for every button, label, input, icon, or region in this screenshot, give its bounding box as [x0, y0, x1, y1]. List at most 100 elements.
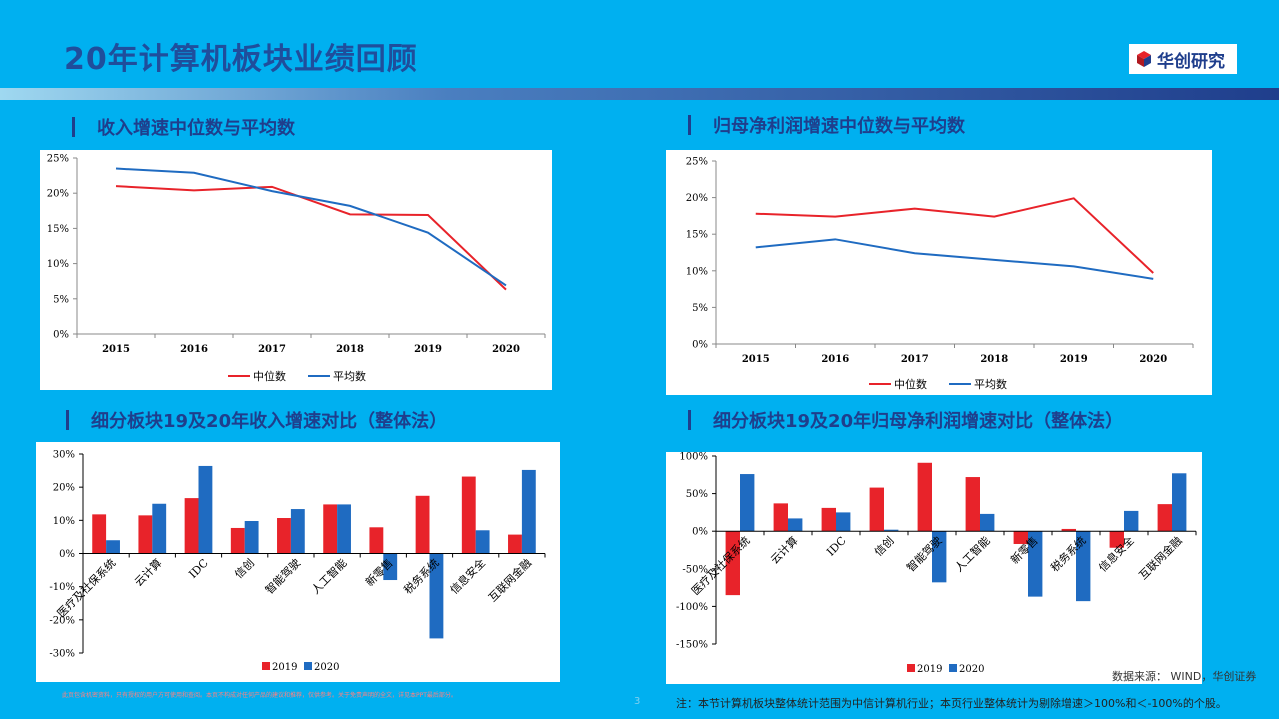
legend-label: 中位数 — [894, 377, 927, 391]
y-tick-label: 50% — [686, 489, 708, 500]
data-source: 数据来源： WIND，华创证券 — [1112, 670, 1257, 683]
legend-swatch — [304, 662, 312, 670]
bar-2019-7 — [1061, 528, 1076, 532]
bar-2020-9 — [1172, 473, 1187, 532]
x-tick-label: 云计算 — [767, 533, 800, 566]
x-tick-label: 2016 — [821, 354, 849, 365]
bar-2019-5 — [323, 504, 338, 554]
bar-2019-6 — [1013, 531, 1028, 544]
y-tick-label: 100% — [679, 452, 708, 463]
bar-2020-7 — [1076, 531, 1091, 602]
bar-2019-9 — [508, 534, 522, 554]
brand-logo: 华创研究 — [1129, 44, 1237, 74]
bar-2019-2 — [821, 507, 836, 532]
bar-2019-7 — [415, 495, 430, 554]
y-tick-label: 20% — [53, 483, 75, 494]
legend-label: 2020 — [959, 664, 984, 675]
x-tick-label: 云计算 — [131, 556, 164, 589]
bar-2020-6 — [383, 553, 398, 581]
chart-revenue-bars: -30% -20% -10% 0% 10% 20% 30% 医疗及社保系统 云计算 IDC 信创 智能… — [36, 442, 560, 682]
y-tick-label: 15% — [686, 230, 708, 241]
bar-2020-0 — [740, 474, 755, 532]
bar-2019-3 — [869, 487, 884, 532]
y-tick-label: 10% — [47, 259, 69, 270]
bar-2020-6 — [1028, 531, 1043, 597]
x-tick-label: 2019 — [1060, 354, 1088, 365]
chart-revenue-line: 0% 5% 10% 15% 20% 25% 2015 2016 2017 2018 2019 2020… — [40, 150, 552, 390]
bar-2019-4 — [917, 462, 932, 532]
x-tick-label: 人工智能 — [952, 533, 993, 574]
section-title: 细分板块19及20年归母净利润增速对比（整体法） — [713, 411, 1124, 432]
x-tick-label: IDC — [186, 556, 210, 580]
logo-cube-icon — [1137, 51, 1151, 67]
y-tick-label: 10% — [686, 266, 708, 277]
chart-svg: -30%-20%-10%0%10%20%30%医疗及社保系统 云计算 IDC 信创 智能… — [49, 450, 546, 673]
disclaimer: 此页包含机密资料，只有授权的用户方可使用和查阅。本页不构成对任何产品的建议和推荐… — [62, 692, 457, 699]
bar-2020-1 — [788, 518, 803, 532]
legend-swatch — [907, 664, 915, 672]
bar-2020-8 — [475, 530, 490, 554]
bar-2020-7 — [429, 553, 444, 639]
y-tick-label: 30% — [53, 450, 75, 461]
bar-2020-4 — [932, 531, 947, 583]
y-tick-label: -20% — [49, 615, 75, 626]
bar-2019-8 — [461, 476, 476, 554]
x-tick-label: 2018 — [336, 344, 364, 355]
chart-profit-bars: -150% -100% -50% 0% 50% 100% 医疗及社保系统 云计算 IDC 信创 智能… — [666, 452, 1202, 684]
logo-text: 华创研究 — [1157, 51, 1225, 72]
bar-2020-9 — [521, 469, 536, 554]
x-tick-label: 互联网金融 — [1136, 533, 1185, 582]
section-marker — [688, 115, 691, 135]
bar-2020-4 — [290, 509, 305, 554]
bar-2020-5 — [337, 504, 351, 554]
legend-label: 平均数 — [333, 370, 366, 383]
bar-2020-1 — [152, 503, 167, 554]
y-tick-label: 10% — [53, 516, 75, 527]
bar-2019-8 — [1109, 531, 1124, 548]
y-tick-label: 25% — [686, 157, 708, 168]
x-tick-label: 2015 — [742, 354, 770, 365]
x-tick-label: 信息安全 — [447, 556, 488, 597]
x-tick-label: 2016 — [180, 344, 208, 355]
bar-2020-5 — [980, 513, 995, 532]
chart-profit-line: 0% 5% 10% 15% 20% 25% 2015 2016 2017 2018 2019 2020… — [666, 150, 1212, 395]
series-line-median — [755, 197, 1154, 274]
bar-2019-3 — [230, 527, 245, 554]
x-tick-label: 2018 — [980, 354, 1008, 365]
legend-label: 平均数 — [974, 378, 1007, 391]
x-tick-label: 2019 — [414, 344, 442, 355]
bar-2020-8 — [1124, 510, 1139, 532]
bar-2019-0 — [92, 514, 107, 554]
section-marker — [72, 117, 75, 137]
bar-2019-5 — [965, 477, 980, 532]
footnote: 注：本节计算机板块整体统计范围为中信计算机行业；本页行业整体统计为剔除增速＞10… — [676, 697, 1227, 710]
x-tick-label: 2015 — [102, 344, 130, 355]
x-tick-label: 信创 — [872, 534, 897, 559]
y-tick-label: -150% — [676, 640, 708, 651]
y-tick-label: 0% — [59, 549, 75, 560]
bar-2019-0 — [725, 531, 740, 596]
y-tick-label: 20% — [47, 189, 69, 200]
section-title: 细分板块19及20年收入增速对比（整体法） — [91, 411, 448, 432]
bar-2019-6 — [369, 527, 384, 554]
bar-2020-2 — [198, 465, 213, 554]
x-tick-label: 2020 — [1139, 354, 1167, 365]
section-title: 收入增速中位数与平均数 — [97, 118, 295, 139]
header-band — [0, 88, 1279, 100]
bar-2020-3 — [884, 529, 899, 532]
y-tick-label: -100% — [676, 602, 708, 613]
y-tick-label: 20% — [686, 193, 708, 204]
x-tick-label: 信创 — [232, 556, 257, 581]
bar-2019-4 — [277, 518, 291, 554]
y-tick-label: -30% — [49, 649, 75, 660]
bar-2019-1 — [773, 503, 788, 532]
y-tick-label: -50% — [682, 564, 708, 575]
y-tick-label: 25% — [47, 154, 69, 165]
legend-swatch — [949, 664, 957, 672]
section-marker — [66, 410, 69, 430]
legend-label: 2020 — [314, 662, 339, 673]
y-tick-label: -10% — [49, 582, 75, 593]
bar-2019-9 — [1157, 504, 1172, 532]
y-tick-label: 0% — [692, 527, 708, 538]
series-line-median — [115, 185, 507, 291]
